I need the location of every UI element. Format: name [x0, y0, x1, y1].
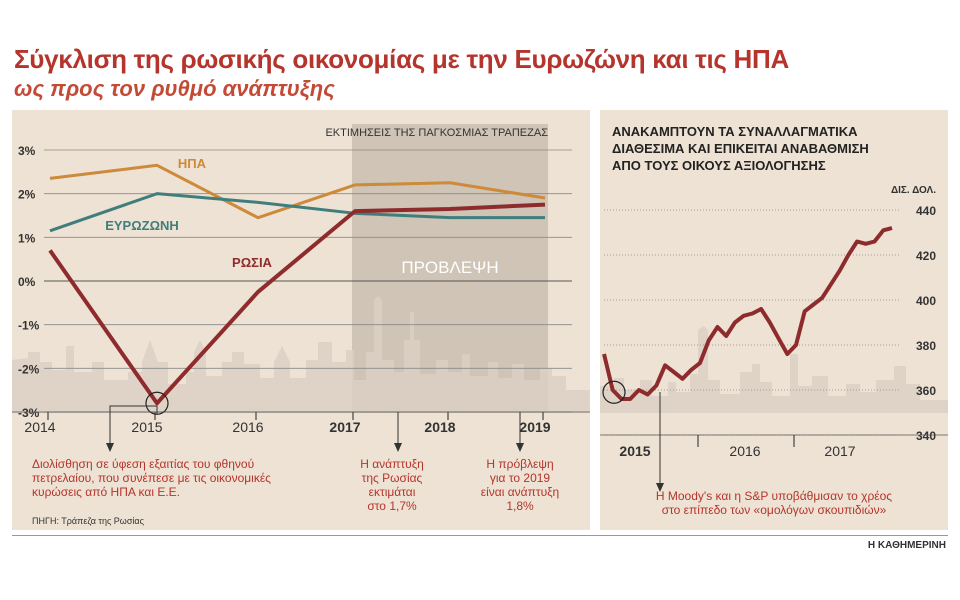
annotation-text: εκτιμάται — [369, 485, 416, 499]
series-label: ΡΩΣΙΑ — [232, 255, 273, 270]
annotation-arrow — [106, 443, 114, 452]
annotation-text: της Ρωσίας — [362, 471, 423, 485]
x-tick-label: 2019 — [519, 419, 550, 435]
annotation-text: 1,8% — [506, 499, 534, 513]
y-tick-label: 440 — [916, 204, 936, 218]
reserves-title: ΔΙΑΘΕΣΙΜΑ ΚΑΙ ΕΠΙΚΕΙΤΑΙ ΑΝΑΒΑΘΜΙΣΗ — [612, 141, 869, 156]
y-tick-label: -3% — [18, 406, 40, 420]
x-tick-label: 2017 — [824, 443, 855, 459]
reserves-chart-panel — [600, 110, 948, 530]
y-tick-label: 420 — [916, 249, 936, 263]
highlight-circle — [602, 380, 626, 404]
y-tick-label: 360 — [916, 384, 936, 398]
y-tick-label: 0% — [18, 275, 36, 289]
annotation-pointer — [109, 405, 158, 446]
source-note: ΠΗΓΗ: Τράπεζα της Ρωσίας — [32, 516, 145, 526]
reserves-line — [602, 226, 893, 401]
annotation-text: είναι ανάπτυξη — [481, 485, 559, 499]
x-tick-label: 2018 — [424, 419, 455, 435]
annotation-text: Η ανάπτυξη — [360, 457, 424, 471]
y-tick-label: 2% — [18, 188, 36, 202]
annotation-text: κυρώσεις από ΗΠΑ και Ε.Ε. — [32, 485, 180, 499]
series-line — [48, 202, 546, 406]
annotation-text: Διολίσθηση σε ύφεση εξαιτίας του φθηνού — [32, 457, 254, 471]
annotation-text: στο 1,7% — [367, 499, 417, 513]
annotation-text: Η Moody's και η S&P υποβάθμισαν το χρέος — [656, 489, 892, 503]
series-label: ΗΠΑ — [178, 156, 207, 171]
x-tick-label: 2016 — [232, 419, 263, 435]
y-tick-label: 340 — [916, 429, 936, 443]
forecast-label: ΠΡΟΒΛΕΨΗ — [401, 258, 498, 277]
publisher-credit: Η ΚΑΘΗΜΕΡΙΝΗ — [867, 540, 946, 551]
series-line — [49, 163, 546, 220]
x-tick-label: 2017 — [329, 419, 360, 435]
annotation-text: πετρελαίου, που συνέπεσε με τις οικονομι… — [32, 471, 271, 485]
reserves-title: ΑΝΑΚΑΜΠΤΟΥΝ ΤΑ ΣΥΝΑΛΛΑΓΜΑΤΙΚΑ — [612, 124, 858, 139]
skyline-silhouette-left — [12, 296, 590, 413]
annotation-arrow — [656, 483, 664, 492]
x-tick-label: 2014 — [24, 419, 55, 435]
annotation-arrow — [516, 443, 524, 452]
y-tick-label: -2% — [18, 362, 40, 376]
page-subtitle: ως προς τον ρυθμό ανάπτυξης — [14, 76, 335, 101]
page-title: Σύγκλιση της ρωσικής οικονομίας με την Ε… — [14, 44, 789, 74]
x-tick-label: 2016 — [729, 443, 760, 459]
annotation-text: για το 2019 — [490, 471, 551, 485]
reserves-title: ΑΠΟ ΤΟΥΣ ΟΙΚΟΥΣ ΑΞΙΟΛΟΓΗΣΗΣ — [612, 158, 826, 173]
y-tick-label: 3% — [18, 144, 36, 158]
series-line — [49, 192, 545, 233]
annotation-text: Η πρόβλεψη — [486, 457, 553, 471]
y-tick-label: 1% — [18, 231, 36, 245]
reserves-unit: ΔΙΣ. ΔΟΛ. — [891, 185, 936, 196]
y-tick-label: 400 — [916, 294, 936, 308]
skyline-silhouette-right — [600, 326, 948, 413]
y-tick-label: 380 — [916, 339, 936, 353]
y-tick-label: -1% — [18, 319, 40, 333]
annotation-arrow — [394, 443, 402, 452]
footer-divider — [12, 535, 948, 536]
x-tick-label: 2015 — [619, 443, 650, 459]
annotation-text: στο επίπεδο των «ομολόγων σκουπιδιών» — [662, 503, 887, 517]
x-tick-label: 2015 — [131, 419, 162, 435]
forecast-header-note: ΕΚΤΙΜΗΣΕΙΣ ΤΗΣ ΠΑΓΚΟΣΜΙΑΣ ΤΡΑΠΕΖΑΣ — [325, 127, 548, 139]
series-label: ΕΥΡΩΖΩΝΗ — [105, 218, 179, 233]
